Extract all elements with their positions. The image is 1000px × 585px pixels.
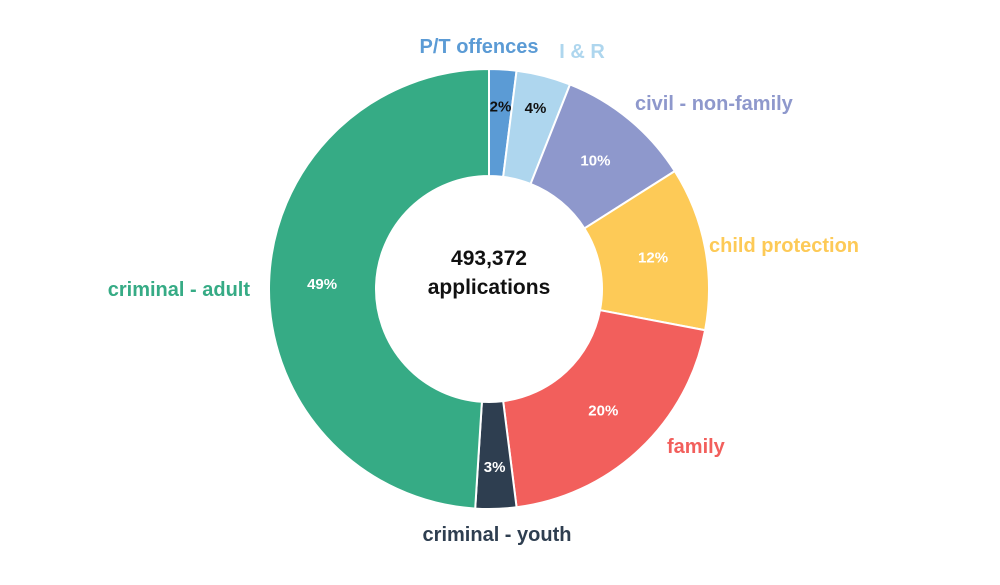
percent-label-criminal-adult: 49% — [307, 276, 337, 293]
category-labels: P/T offences I & R civil - non-family child… — [108, 36, 859, 546]
center-total-value: 493,372 — [451, 247, 527, 270]
slice-family — [502, 309, 707, 509]
percent-label-p-t-offences: 2% — [490, 98, 512, 115]
category-label-criminal-youth: criminal - youth — [423, 524, 572, 546]
percent-label-criminal-youth: 3% — [484, 459, 506, 476]
category-label-family: family — [667, 436, 726, 458]
category-label-civil-non-family: civil - non-family — [635, 93, 794, 115]
center-label: 493,372 applications — [428, 247, 551, 299]
category-label-child-protection: child protection — [709, 235, 859, 257]
category-label-i-r: I & R — [559, 41, 605, 63]
percent-label-family: 20% — [588, 403, 618, 420]
center-total-unit: applications — [428, 276, 551, 299]
category-label-p-t-offences: P/T offences — [420, 36, 539, 58]
percent-label-i-r: 4% — [525, 100, 547, 117]
slices-layer — [267, 67, 710, 510]
category-label-criminal-adult: criminal - adult — [108, 279, 251, 301]
percent-label-civil-non-family: 10% — [580, 152, 610, 169]
percent-labels: 2% 4% 10% 12% 20% 3% 49% — [307, 98, 668, 476]
slice-criminal-adult — [267, 67, 490, 510]
percent-label-child-protection: 12% — [638, 250, 668, 267]
